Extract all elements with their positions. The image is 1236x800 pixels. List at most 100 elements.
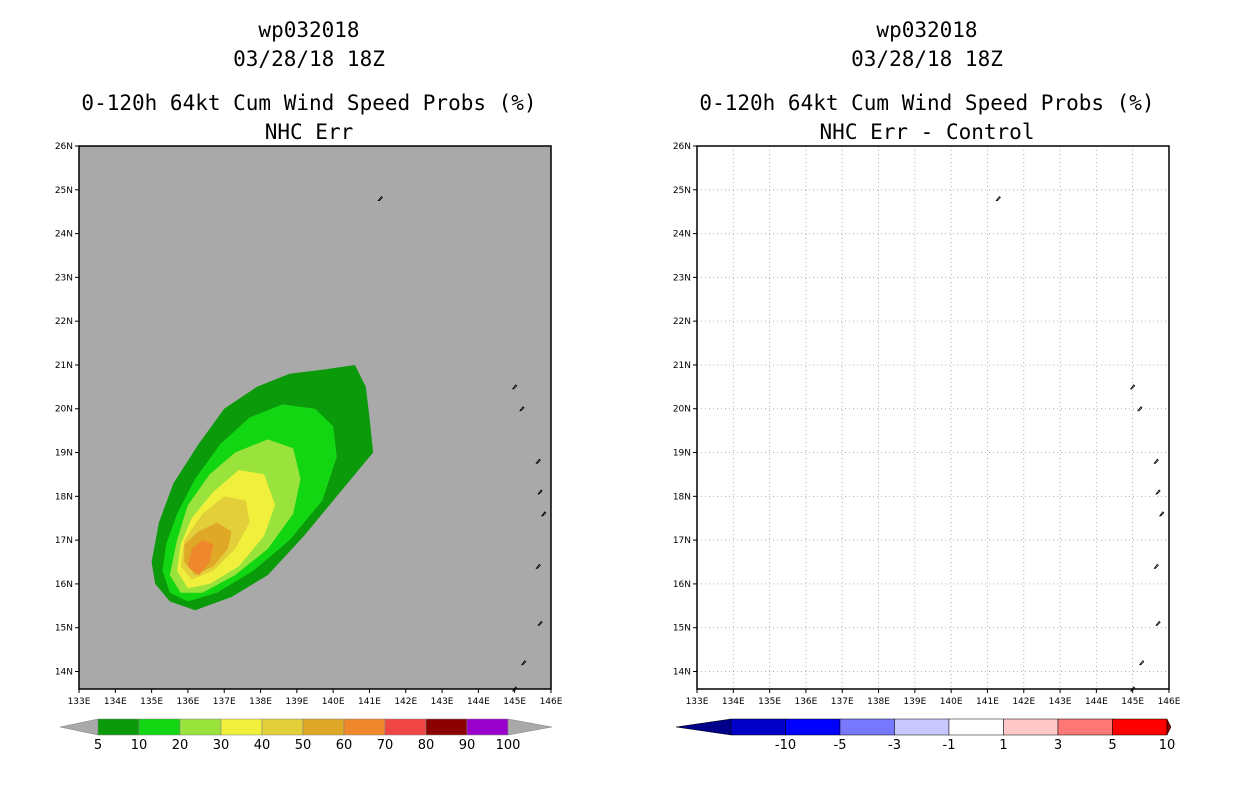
x-tick-label: 134E [722,697,745,707]
colorbar-swatch [1112,718,1168,736]
island-coastline [537,489,543,495]
x-tick-label: 137E [831,697,854,707]
colorbar-swatch [425,718,468,736]
chart-subtitle: NHC Err [264,120,354,144]
y-tick-label: 15N [55,624,73,634]
colorbar-label: 5 [1108,738,1116,753]
colorbar-label: 1 [999,738,1007,753]
island-coastline [537,620,543,626]
colorbar-swatch [261,718,304,736]
x-tick-label: 144E [1085,697,1108,707]
y-tick-label: 19N [673,449,691,459]
colorbar-left-end [59,718,99,736]
colorbar-swatch [730,718,786,736]
island-coastline [540,511,547,517]
island-coastline [535,458,541,464]
x-tick-label: 144E [467,697,490,707]
colorbar-swatch [1003,718,1059,736]
x-tick-label: 134E [104,697,127,707]
x-tick-label: 141E [976,697,999,707]
x-tick-label: 143E [1049,697,1072,707]
x-tick-label: 135E [140,697,163,707]
y-tick-label: 14N [673,667,691,677]
y-tick-label: 18N [673,492,691,502]
y-tick-label: 20N [55,405,73,415]
forecast-datetime: 03/28/18 18Z [851,47,1003,71]
x-tick-label: 137E [213,697,236,707]
colorbar-swatch [1057,718,1113,736]
chart-title: 0-120h 64kt Cum Wind Speed Probs (%) [699,91,1155,115]
y-tick-label: 16N [673,580,691,590]
colorbar-label: -10 [775,738,796,753]
x-tick-label: 139E [285,697,308,707]
island-coastline [535,563,541,569]
colorbar-swatch [384,718,427,736]
x-tick-label: 146E [1158,697,1181,707]
colorbar-label: 10 [131,738,148,753]
island-coastline [1158,511,1165,517]
colorbar-label: -3 [888,738,901,753]
island-coastline [1155,620,1161,626]
plot-frame [696,145,1170,690]
colorbar-label: 70 [377,738,394,753]
x-tick-label: 145E [1121,697,1144,707]
y-tick-label: 24N [55,230,73,240]
y-tick-label: 14N [55,667,73,677]
plot-frame [78,145,552,690]
y-tick-label: 19N [55,449,73,459]
colorbar-label: 3 [1054,738,1062,753]
colorbar-swatch [839,718,895,736]
colorbar-swatch [948,718,1004,736]
left-panel: wp032018 03/28/18 18Z 0-120h 64kt Cum Wi… [55,18,563,753]
colorbar-label: 30 [213,738,230,753]
y-tick-label: 24N [673,230,691,240]
island-coastline [1155,489,1161,495]
y-tick-label: 25N [55,186,73,196]
island-coastline [520,660,527,666]
colorbar: 5 10 20 30 40 50 60 70 80 90 100 [59,718,553,753]
colorbar-right-end [507,718,553,736]
y-tick-label: 16N [55,580,73,590]
colorbar-label: 50 [295,738,312,753]
colorbar-label: 20 [172,738,189,753]
colorbar-left-end [675,718,732,736]
y-tick-label: 20N [673,405,691,415]
x-tick-label: 146E [540,697,563,707]
colorbar-label: 90 [459,738,476,753]
probability-map: 133E 134E 135E 136E 137E 138E 139E 140E 141E 142E… [55,142,563,753]
x-tick-label: 138E [249,697,272,707]
colorbar-swatch [302,718,345,736]
y-tick-label: 22N [673,317,691,327]
x-tick-label: 135E [758,697,781,707]
colorbar-label: 10 [1159,738,1176,753]
y-tick-label: 23N [55,273,73,283]
y-tick-label: 21N [55,361,73,371]
x-tick-label: 141E [358,697,381,707]
colorbar-swatch [894,718,950,736]
x-tick-label: 143E [431,697,454,707]
island-coastline [995,195,1001,201]
island-coastline [377,195,383,201]
island-coastline [1137,406,1143,412]
difference-map: 133E 134E 135E 136E 137E 138E 139E 140E 141E 142E… [673,142,1181,753]
x-tick-label: 140E [940,697,963,707]
colorbar-swatch [97,718,140,736]
storm-id: wp032018 [876,18,978,42]
colorbar-swatch [343,718,386,736]
x-tick-label: 145E [503,697,526,707]
storm-id: wp032018 [258,18,360,42]
y-tick-label: 21N [673,361,691,371]
y-tick-label: 18N [55,492,73,502]
colorbar-label: 100 [496,738,521,753]
y-tick-label: 17N [673,536,691,546]
island-coastline [1153,563,1159,569]
x-tick-label: 139E [903,697,926,707]
y-tick-label: 26N [673,142,691,152]
x-tick-label: 138E [867,697,890,707]
colorbar-label: 60 [336,738,353,753]
x-tick-label: 133E [68,697,91,707]
contour-60-70 [187,540,214,576]
x-tick-label: 142E [1012,697,1035,707]
colorbar-right-end [1166,718,1172,736]
island-coastline [1153,458,1159,464]
